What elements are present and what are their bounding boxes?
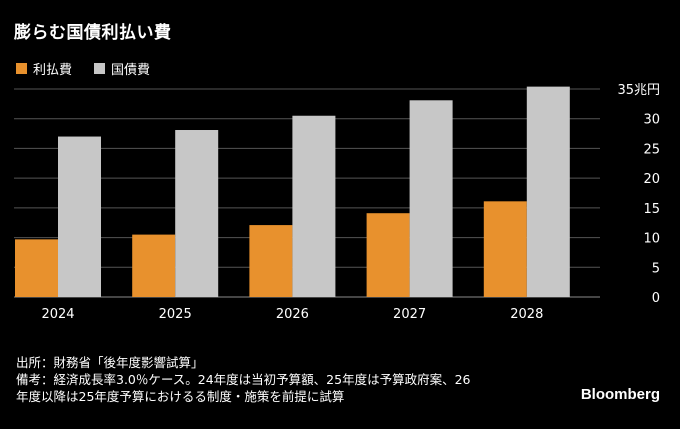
bar-bonds (526, 86, 570, 297)
y-tick-label: 15 (643, 202, 660, 217)
remarks-line-1: 備考：経済成長率3.0％ケース。24年度は当初予算額、25年度は予算政府案、26 (16, 372, 471, 387)
y-tick-label: 5 (652, 261, 660, 276)
y-tick-label: 25 (643, 142, 660, 157)
bar-interest (132, 234, 176, 297)
y-tick-label: 30 (643, 113, 660, 128)
y-tick-label: 0 (652, 291, 660, 306)
x-tick-label: 2028 (510, 307, 543, 322)
bar-bonds (58, 136, 101, 297)
legend-item-interest: 利払費 (16, 59, 72, 78)
footer-notes: 出所：財務省「後年度影響試算」 備考：経済成長率3.0％ケース。24年度は当初予… (16, 354, 470, 405)
bar-bonds (409, 100, 453, 297)
x-tick-label: 2025 (159, 307, 192, 322)
bar-interest (249, 225, 293, 297)
bar-interest (483, 201, 527, 297)
bar-bonds (292, 115, 336, 297)
bar-bonds (175, 130, 219, 297)
y-tick-label: 35兆円 (617, 83, 660, 98)
legend-label-bonds: 国債費 (111, 63, 151, 78)
x-tick-label: 2027 (393, 307, 426, 322)
chart-title: 膨らむ国債利払い費 (14, 23, 172, 43)
chart-legend: 利払費 国債費 (16, 59, 172, 78)
x-tick-label: 2026 (276, 307, 309, 322)
bar-interest (366, 213, 410, 297)
y-tick-label: 20 (643, 172, 660, 187)
legend-label-interest: 利払費 (33, 63, 73, 78)
x-tick-label: 2024 (41, 307, 74, 322)
remarks-line-2: 年度以降は25年度予算におけるる制度・施策を前提に試算 (16, 389, 345, 404)
legend-swatch-interest (16, 63, 27, 74)
legend-swatch-bonds (94, 63, 106, 74)
source-note: 出所：財務省「後年度影響試算」 (16, 355, 204, 370)
bar-interest (15, 239, 58, 297)
legend-item-bonds: 国債費 (94, 59, 150, 78)
y-tick-label: 10 (643, 232, 660, 247)
bloomberg-logo: Bloomberg (580, 386, 660, 403)
